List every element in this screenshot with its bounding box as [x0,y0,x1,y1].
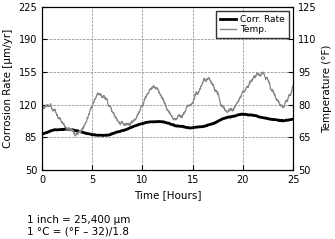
X-axis label: Time [Hours]: Time [Hours] [134,190,201,200]
Legend: Corr. Rate, Temp.: Corr. Rate, Temp. [216,11,289,38]
Y-axis label: Temperature (°F): Temperature (°F) [322,44,332,133]
Text: 1 inch = 25,400 μm
1 °C = (°F – 32)/1.8: 1 inch = 25,400 μm 1 °C = (°F – 32)/1.8 [27,215,130,237]
Y-axis label: Corrosion Rate [μm/yr]: Corrosion Rate [μm/yr] [3,29,13,148]
